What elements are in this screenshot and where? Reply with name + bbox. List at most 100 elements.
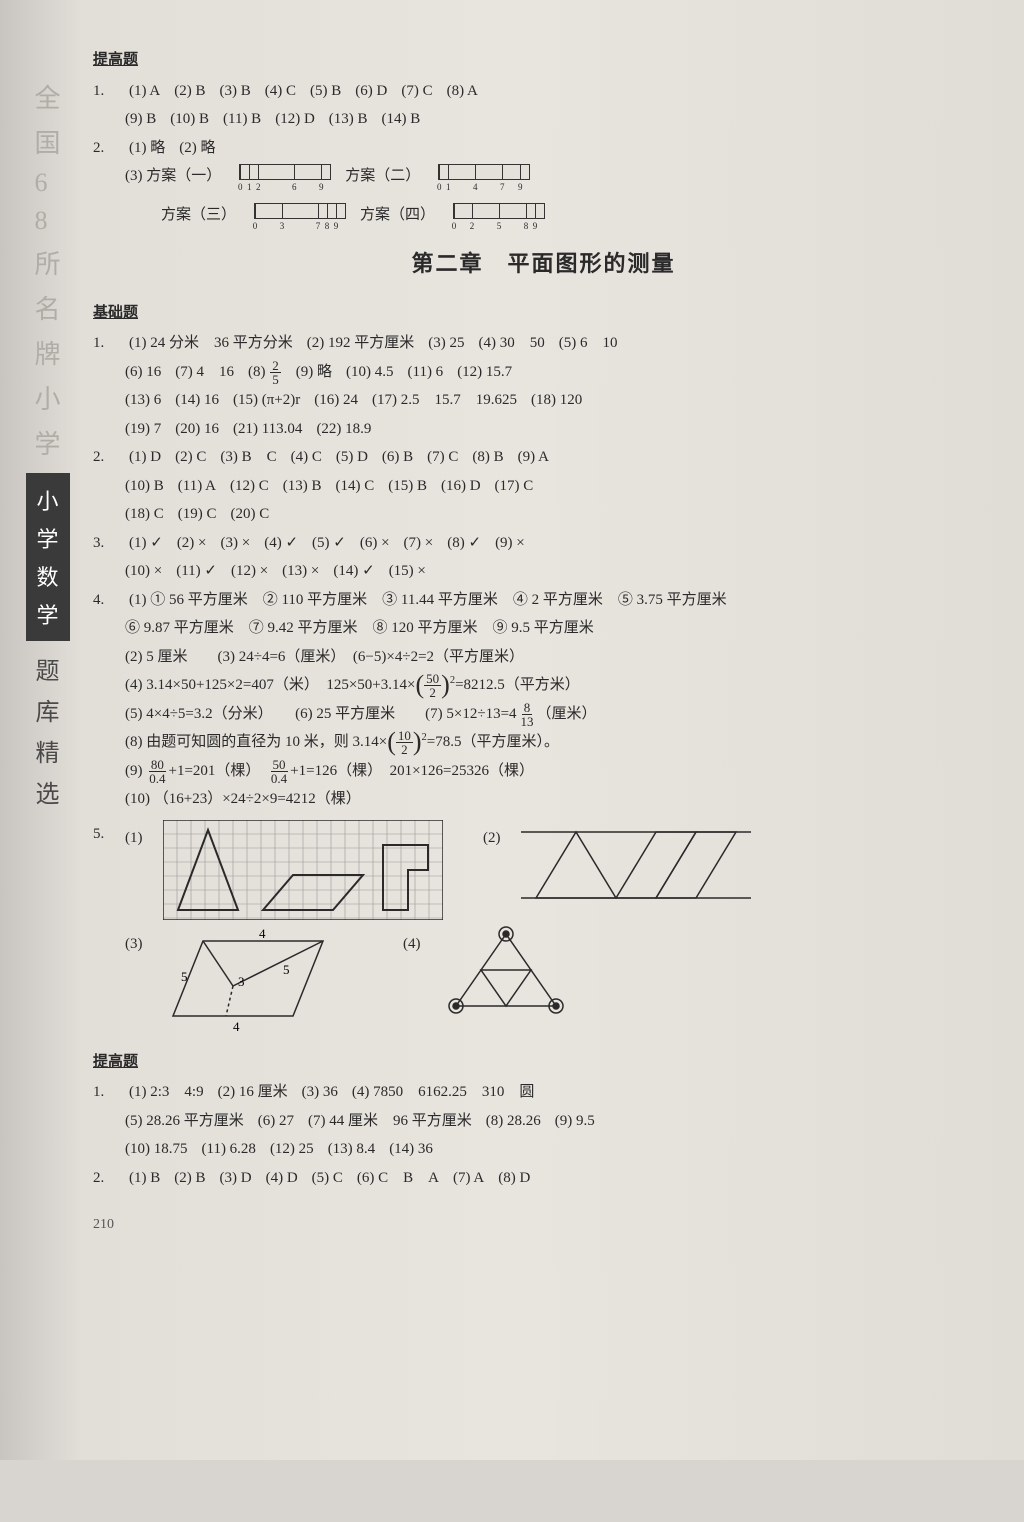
answer-item: (9) A xyxy=(518,443,549,472)
sidebar-char: 名 xyxy=(34,289,60,326)
frac-den: 5 xyxy=(270,373,281,386)
section-header: 提高题 xyxy=(93,1048,138,1077)
answer-item: (1) A xyxy=(129,77,160,106)
answer-item: (8) B xyxy=(472,443,503,472)
answer-item: (7) 4 16 xyxy=(175,358,234,387)
figure-block: (2) xyxy=(483,820,751,910)
answer-item: (9) × xyxy=(495,529,525,558)
answer-item: (13) 8.4 xyxy=(328,1135,376,1164)
answer-item: (3) 25 xyxy=(428,329,464,358)
answer-item: (2) 192 平方厘米 xyxy=(307,329,415,358)
answer-item: (1) ① 56 平方厘米 ② 110 平方厘米 ③ 11.44 平方厘米 ④ … xyxy=(129,586,727,615)
answer-row: (4) 3.14×50+125×2=407（米） 125×50+3.14×502… xyxy=(125,671,994,700)
answer-item: (13) B xyxy=(283,472,322,501)
answer-item: (22) 18.9 xyxy=(316,415,371,444)
answer-item: (17) 2.5 15.7 19.625 xyxy=(372,386,517,415)
answer-row: (19) 7 (20) 16 (21) 113.04 (22) 18.9 xyxy=(125,415,994,444)
answer-text: =8212.5（平方米） xyxy=(455,677,580,693)
answer-item: (8) D xyxy=(498,1164,530,1193)
answer-item: (11) 6.28 xyxy=(202,1135,256,1164)
plan-row: 方案（三） 03789 方案（四） 02589 xyxy=(161,201,994,230)
answer-item: (5) ✓ xyxy=(312,529,346,558)
answer-item: (12) 15.7 xyxy=(457,358,512,387)
sidebar-char: 8 xyxy=(34,206,60,236)
answer-item: (10) B xyxy=(125,472,164,501)
sidebar-char: 所 xyxy=(34,244,60,281)
answer-item: (17) C xyxy=(495,472,534,501)
answer-item: (12) 25 xyxy=(270,1135,314,1164)
page-number: 210 xyxy=(93,1212,994,1239)
answer-text: +1=126（棵） 201×126=25326（棵） xyxy=(290,763,534,779)
sidebar-char: 6 xyxy=(34,168,60,198)
sidebar-char: 库 xyxy=(36,692,60,727)
answer-row: (9) 800.4+1=201（棵） 500.4+1=126（棵） 201×12… xyxy=(125,757,994,786)
answer-item: (10) B xyxy=(170,105,209,134)
question-number: 3. xyxy=(93,529,115,558)
frac-num: 2 xyxy=(270,359,281,373)
question-number: 5. xyxy=(93,820,115,849)
figure-label: (1) xyxy=(125,820,153,853)
question-number: 2. xyxy=(93,1164,115,1193)
sidebar-top: 全 国 6 8 所 名 牌 小 学 xyxy=(34,70,60,469)
answer-item: (7) 44 厘米 96 平方厘米 xyxy=(308,1107,472,1136)
answer-item: (14) C xyxy=(335,472,374,501)
plan-label: 方案（三） xyxy=(161,201,236,230)
answer-item: (18) 120 xyxy=(531,386,582,415)
answer-text: (5) 4×4÷5=3.2（分米） (6) 25 平方厘米 (7) 5×12÷1… xyxy=(125,706,509,722)
answer-row: ⑥ 9.87 平方厘米 ⑦ 9.42 平方厘米 ⑧ 120 平方厘米 ⑨ 9.5… xyxy=(125,614,994,643)
answer-item: (4) 30 50 xyxy=(479,329,545,358)
answer-item: (15) B xyxy=(388,472,427,501)
fig-dim: 4 xyxy=(259,926,266,941)
answer-item: (4) D xyxy=(266,1164,298,1193)
answer-item: (2) B xyxy=(174,1164,205,1193)
answer-text: =78.5（平方厘米）。 xyxy=(427,734,559,750)
answer-item: (21) 113.04 xyxy=(233,415,302,444)
paren-fraction: 102 xyxy=(387,729,421,756)
answer-item: (7) × xyxy=(404,529,434,558)
answer-text: （厘米） xyxy=(537,706,597,722)
answer-item: (2) C xyxy=(175,443,206,472)
question-number: 1. xyxy=(93,329,115,358)
answer-row: (10) × (11) ✓ (12) × (13) × (14) ✓ (15) … xyxy=(125,557,994,586)
answer-item: (12) × xyxy=(231,557,268,586)
answer-item: (3) B C xyxy=(220,443,276,472)
section-header: 提高题 xyxy=(93,46,138,75)
frac-num: 50 xyxy=(424,672,441,686)
main-content: 提高题 1. (1) A (2) B (3) B (4) C (5) B (6)… xyxy=(75,40,994,1430)
mixed-fraction: 4813 xyxy=(509,700,537,729)
figure-label: (3) xyxy=(125,926,153,959)
answer-row: 2. (1) D (2) C (3) B C (4) C (5) D (6) B… xyxy=(93,443,994,472)
fraction: 500.4 xyxy=(269,758,289,785)
sidebar-char: 精 xyxy=(36,733,60,768)
figures-row: 5. (1) (2) xyxy=(93,820,994,920)
answer-item: (15) × xyxy=(389,557,426,586)
sidebar-char: 选 xyxy=(36,774,60,809)
answer-item: (5) B xyxy=(310,77,341,106)
answer-item: (16) 24 xyxy=(314,386,358,415)
answer-item: (16) D xyxy=(441,472,481,501)
answer-row: 1. (1) A (2) B (3) B (4) C (5) B (6) D (… xyxy=(93,77,994,106)
frac-den: 0.4 xyxy=(269,772,289,785)
plan-label: (3) 方案（一） xyxy=(125,162,221,191)
answer-row: (6) 16 (7) 4 16 (8) 25 (9) 略 (10) 4.5 (1… xyxy=(125,358,994,387)
answer-item: (1) ✓ xyxy=(129,529,163,558)
question-number: 1. xyxy=(93,77,115,106)
answer-item: (11) A xyxy=(178,472,216,501)
chapter-title: 第二章 平面图形的测量 xyxy=(93,243,994,285)
answer-text: (8) 由题可知圆的直径为 10 米，则 3.14× xyxy=(125,734,387,750)
answer-item: (8) 25 xyxy=(248,358,282,387)
answer-item: (8) ✓ xyxy=(447,529,481,558)
answer-item: (9) 略 xyxy=(296,358,332,387)
frac-den: 0.4 xyxy=(147,772,167,785)
answer-text: (4) 3.14×50+125×2=407（米） 125×50+3.14× xyxy=(125,677,415,693)
fig-dim: 3 xyxy=(238,974,245,989)
answer-item: (5) 28.26 平方厘米 xyxy=(125,1107,244,1136)
plan-diagram: 01269 xyxy=(239,164,331,180)
answer-item: (8) A xyxy=(447,77,478,106)
answer-row: (10) 18.75 (11) 6.28 (12) 25 (13) 8.4 (1… xyxy=(125,1135,994,1164)
triangle-circles-figure xyxy=(441,926,571,1026)
sidebar-char: 学 xyxy=(36,522,58,554)
answer-item: (13) 6 xyxy=(125,386,161,415)
answer-item: (5) C xyxy=(312,1164,343,1193)
answer-item: (5) D xyxy=(336,443,368,472)
